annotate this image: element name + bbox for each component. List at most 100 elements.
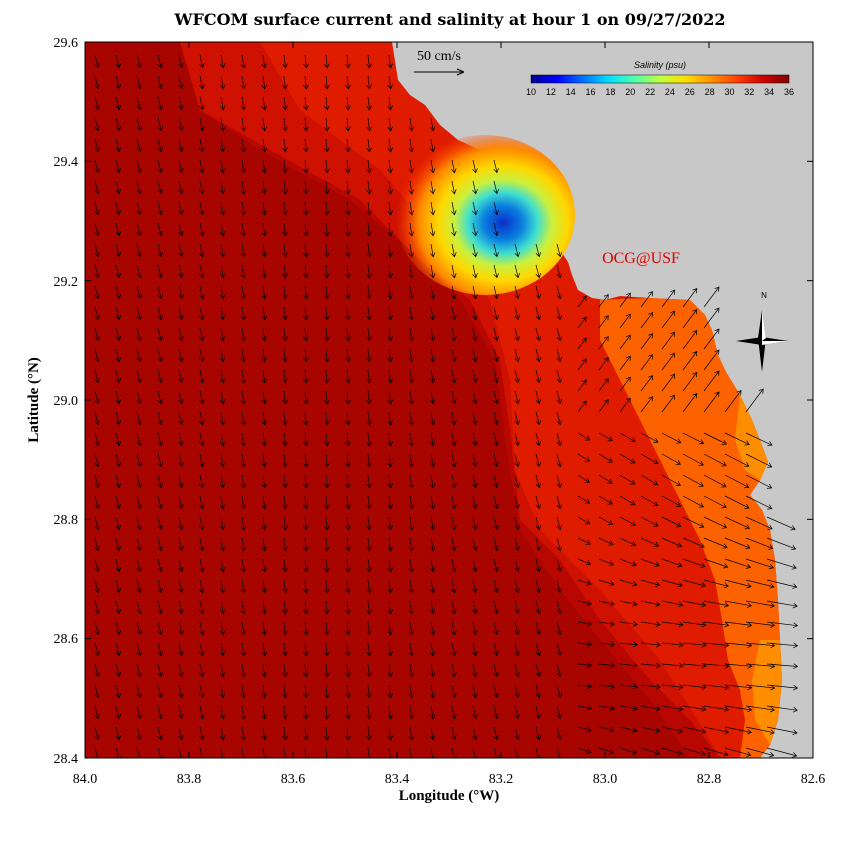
colorbar-tick-label: 32	[744, 87, 754, 97]
current-vector	[577, 726, 592, 733]
current-vector	[745, 453, 773, 468]
current-vector	[619, 334, 631, 350]
x-tick-label: 82.8	[697, 772, 722, 787]
current-vector	[408, 306, 415, 321]
current-vector	[303, 285, 309, 300]
current-vector	[745, 621, 776, 628]
current-vector	[366, 684, 372, 699]
current-vector	[451, 663, 457, 678]
current-vector	[324, 327, 330, 342]
current-vector	[577, 747, 592, 754]
current-vector	[199, 75, 205, 90]
current-vector	[514, 726, 520, 741]
current-vector	[282, 558, 288, 573]
current-vector	[219, 516, 226, 531]
current-vector	[219, 390, 226, 405]
current-vector	[178, 117, 184, 132]
current-vector	[178, 75, 184, 90]
current-vector	[577, 662, 593, 668]
current-vector	[472, 411, 478, 426]
current-vector	[619, 292, 631, 308]
current-vector	[240, 264, 247, 279]
x-tick-label: 82.6	[801, 772, 826, 787]
current-vector	[199, 222, 205, 237]
current-vector	[514, 663, 520, 678]
current-vector	[472, 264, 478, 279]
current-vector	[115, 642, 122, 657]
current-vector	[387, 96, 393, 111]
current-vector	[199, 348, 205, 363]
current-vector	[219, 558, 226, 573]
current-vector	[261, 96, 268, 111]
current-vector	[240, 558, 247, 573]
x-tick-label: 84.0	[73, 772, 98, 787]
current-vector	[303, 747, 309, 758]
current-vector	[745, 726, 775, 735]
current-vector	[703, 621, 730, 628]
current-vector	[745, 558, 775, 570]
current-vector	[493, 474, 499, 489]
current-vector	[556, 432, 563, 447]
current-vector	[535, 684, 542, 699]
current-vector	[94, 537, 101, 552]
current-vector	[724, 747, 752, 757]
current-vector	[619, 376, 631, 392]
current-vector	[261, 747, 268, 758]
current-vector	[724, 705, 753, 713]
current-vector	[535, 411, 542, 426]
current-vector	[240, 117, 247, 132]
current-vector	[178, 222, 184, 237]
current-vector	[408, 243, 415, 258]
current-vector	[178, 642, 184, 657]
current-vector	[366, 432, 372, 447]
current-vector	[94, 54, 101, 69]
current-vector	[219, 663, 226, 678]
current-vector	[640, 537, 660, 547]
current-vector	[387, 432, 393, 447]
current-vector	[640, 312, 653, 329]
current-vector	[556, 411, 563, 426]
current-vector	[115, 726, 122, 741]
current-vector	[345, 201, 351, 216]
current-vector	[261, 537, 268, 552]
current-vector	[199, 726, 205, 741]
current-vector	[199, 306, 205, 321]
current-vector	[387, 705, 393, 720]
current-vector	[94, 684, 101, 699]
current-vector	[366, 222, 372, 237]
current-vector	[115, 579, 122, 594]
current-vector	[157, 96, 163, 111]
current-vector	[661, 579, 684, 588]
current-vector	[472, 285, 478, 300]
current-vector	[429, 411, 436, 426]
current-vector	[408, 285, 415, 300]
current-vector	[598, 432, 613, 442]
current-vector	[324, 390, 330, 405]
current-vector	[493, 453, 499, 468]
current-vector	[766, 516, 796, 531]
current-vector	[261, 54, 268, 69]
vector-scale-arrowhead	[456, 68, 465, 76]
current-vector	[178, 201, 184, 216]
current-vector	[178, 726, 184, 741]
current-vector	[514, 369, 520, 384]
current-vector	[345, 117, 351, 132]
current-vector	[429, 579, 436, 594]
current-vector	[115, 75, 122, 90]
current-vector	[514, 474, 520, 489]
current-vector	[682, 579, 706, 588]
current-vector	[303, 117, 309, 132]
current-vector	[619, 579, 638, 587]
current-vector	[682, 350, 698, 371]
current-vector	[661, 373, 676, 392]
current-vector	[640, 684, 661, 690]
current-vector	[514, 684, 520, 699]
current-vector	[199, 642, 205, 657]
current-vector	[94, 726, 101, 741]
current-vector	[535, 516, 542, 531]
current-vector	[178, 684, 184, 699]
current-vector	[94, 411, 101, 426]
current-vector	[94, 222, 101, 237]
current-vector	[345, 747, 351, 758]
current-vector	[345, 54, 351, 69]
